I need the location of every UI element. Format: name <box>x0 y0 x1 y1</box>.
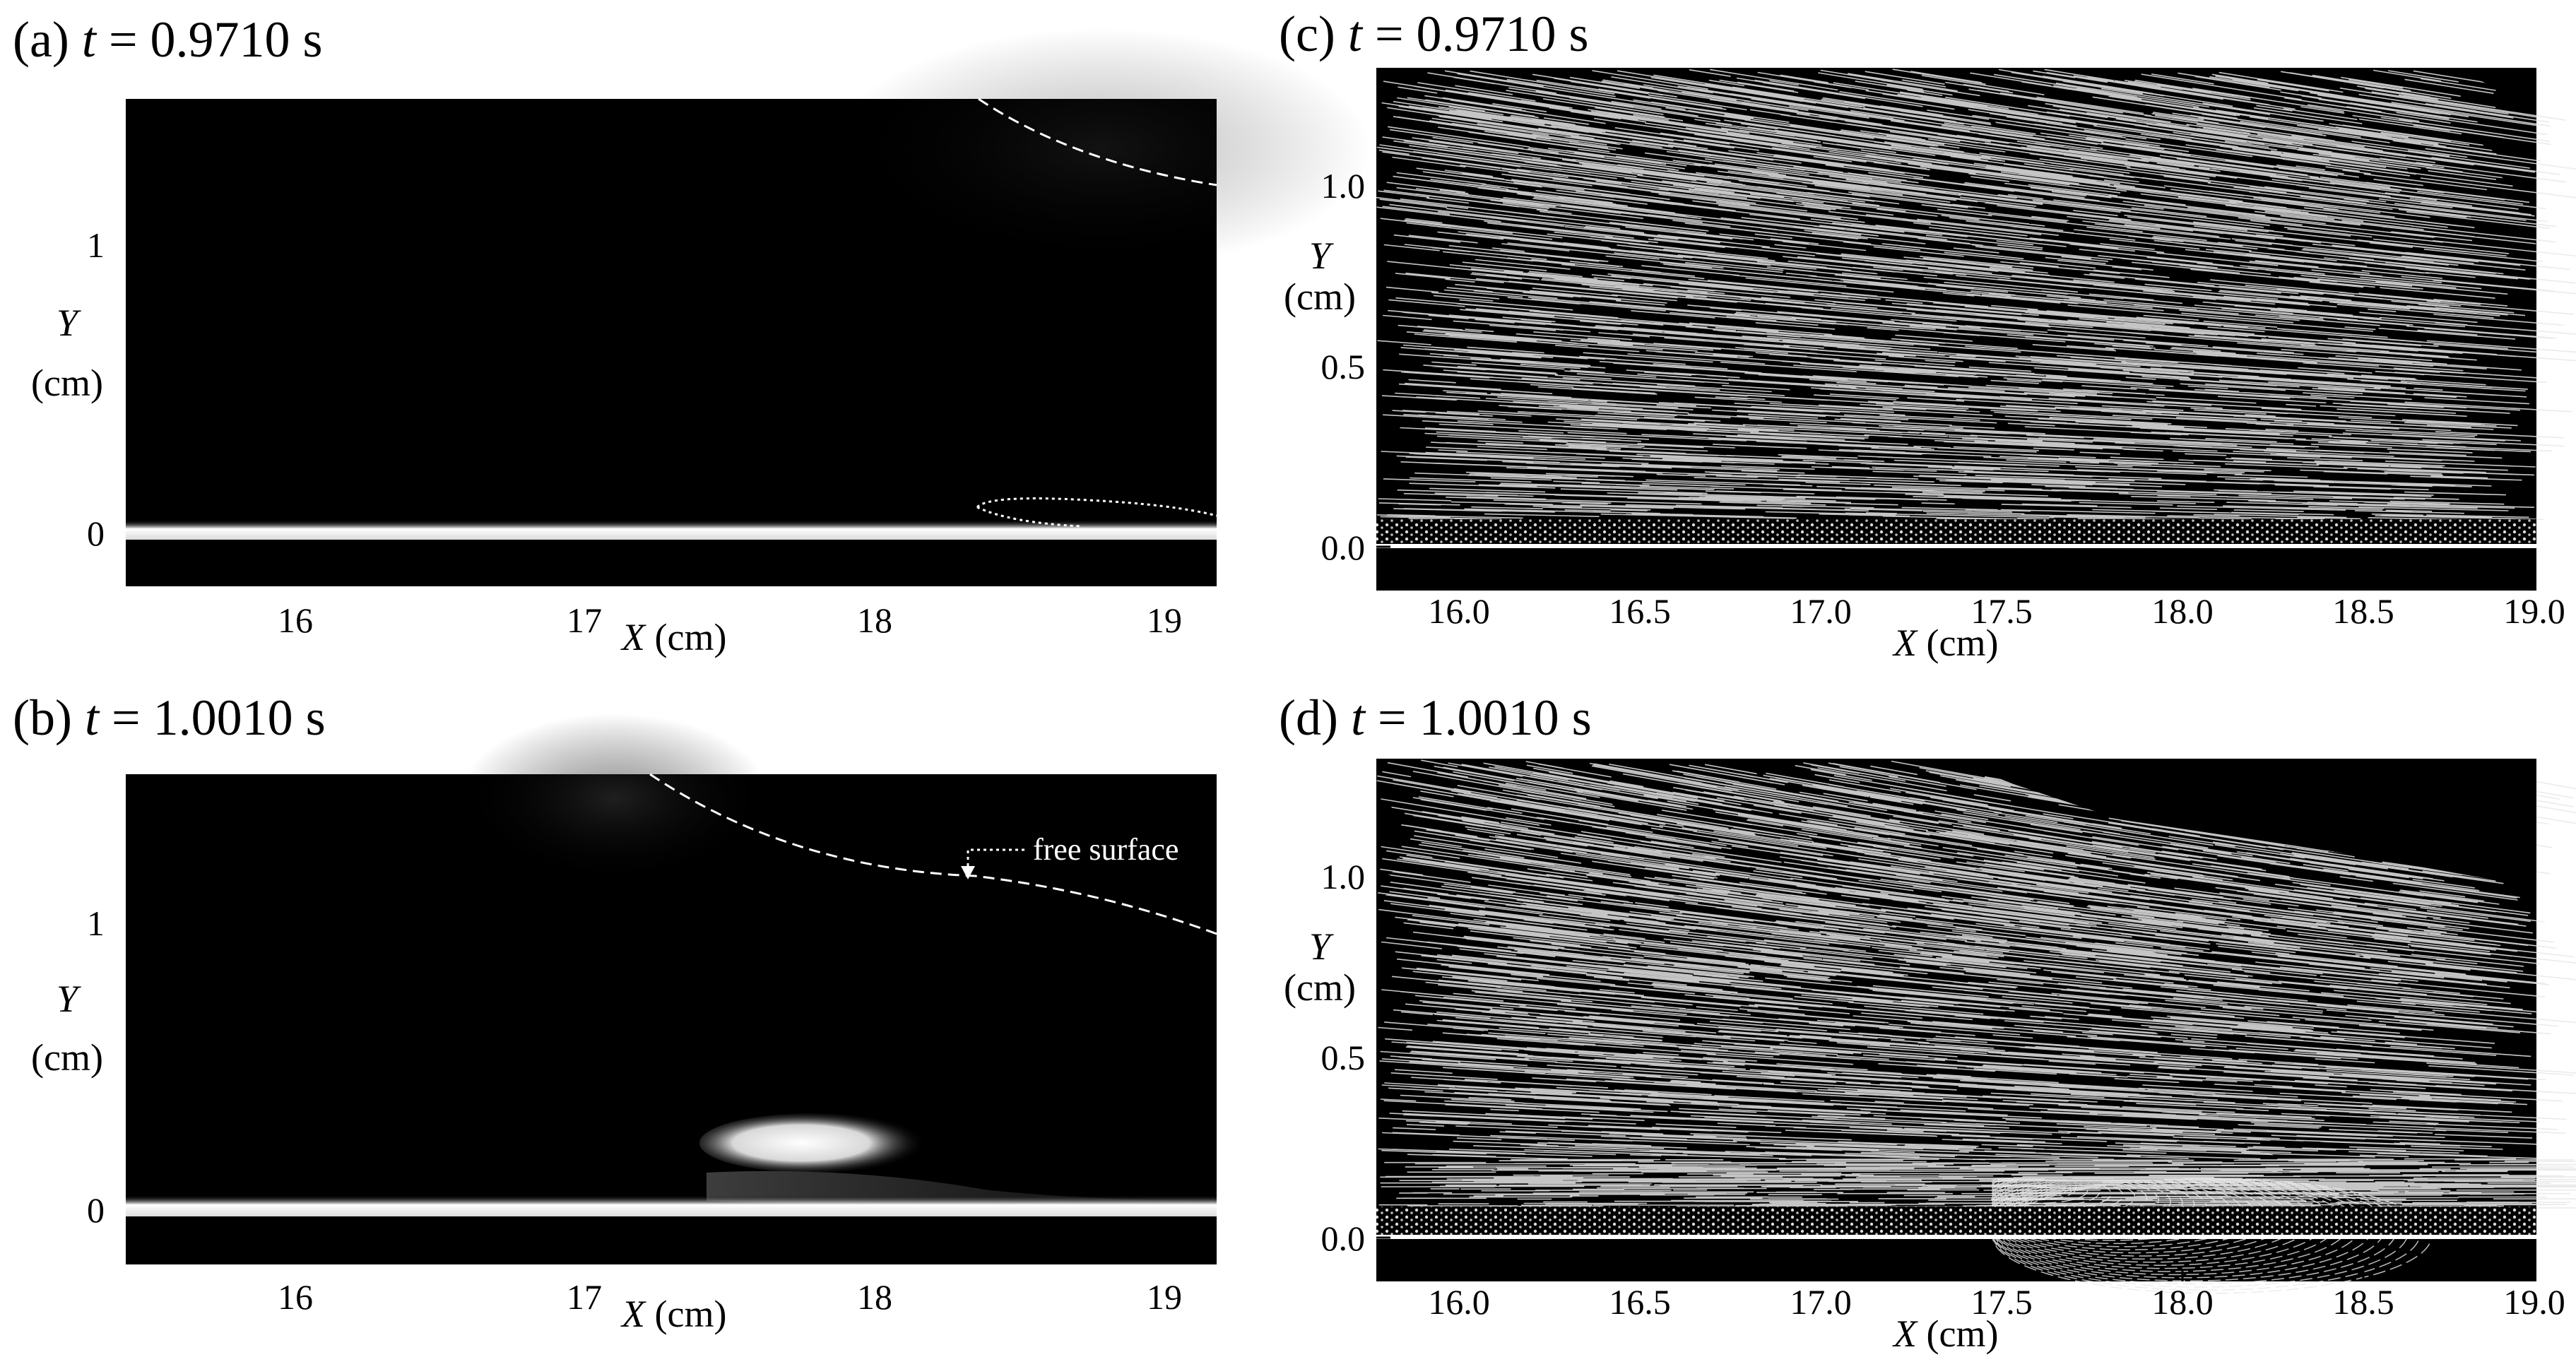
panel-a-y-tick-0: 0 <box>87 514 105 553</box>
panel-b-y-label-unit: (cm) <box>31 1036 103 1079</box>
panel-d-x-tick-5: 18.5 <box>2332 1282 2394 1322</box>
panel-b-vortex-dye <box>699 1113 926 1173</box>
panel-b-arrow-head <box>961 866 975 879</box>
panel-c-wall <box>1376 544 2536 548</box>
panel-c-x-label: X (cm) <box>1892 622 1998 664</box>
panel-a-x-label: X (cm) <box>620 616 726 658</box>
panel-b-x-tick-1: 17 <box>567 1277 602 1317</box>
panel-a-y-label-var: Y <box>57 302 81 344</box>
panel-a-x-tick-1: 17 <box>567 600 602 640</box>
panel-a-free-surface-line <box>978 97 1217 186</box>
panel-a-x-tick-3: 19 <box>1147 600 1182 640</box>
panel-d-title: (d) t = 1.0010 s <box>1279 689 1592 746</box>
panel-a-vortex-outline <box>976 497 1217 528</box>
panel-d-x-tick-4: 18.0 <box>2151 1282 2214 1322</box>
panel-c-y-tick-1: 0.5 <box>1321 347 1366 386</box>
panel-c-streaklines <box>1376 69 2576 525</box>
panel-d-streak-image: (d) t = 1.0010 s 0.0 0.5 1.0 16.0 16.5 1… <box>1279 689 2576 1355</box>
panel-b-title: (b) t = 1.0010 s <box>13 689 326 746</box>
panel-d-x-label: X (cm) <box>1892 1312 1998 1355</box>
panel-d-y-tick-1: 0.5 <box>1321 1038 1366 1077</box>
panel-a-y-tick-1: 1 <box>87 225 105 265</box>
panel-b-x-tick-0: 16 <box>278 1277 313 1317</box>
panel-d-streaklines <box>1376 759 2576 1161</box>
panel-b-x-label: X (cm) <box>620 1293 726 1335</box>
panel-a-x-tick-0: 16 <box>278 600 313 640</box>
panel-a-wall-glow <box>126 520 1217 540</box>
panel-a-title: (a) t = 0.9710 s <box>13 11 323 68</box>
panel-a-dye-image: (a) t = 0.9710 s 0 1 16 17 18 19 X (cm) … <box>13 11 1371 658</box>
panel-d-y-label-unit: (cm) <box>1284 966 1356 1009</box>
panel-a-x-tick-2: 18 <box>857 600 892 640</box>
panel-c-x-tick-1: 16.5 <box>1609 591 1671 631</box>
panel-d-x-tick-3: 17.5 <box>1971 1282 2033 1322</box>
panel-b-free-surface-line <box>649 773 1217 935</box>
panel-c-title: (c) t = 0.9710 s <box>1279 6 1589 62</box>
panel-a-y-label-unit: (cm) <box>31 362 103 404</box>
panel-c-x-tick-3: 17.5 <box>1971 591 2033 631</box>
panel-d-x-tick-2: 17.0 <box>1790 1282 1852 1322</box>
panel-b-x-tick-3: 19 <box>1147 1277 1182 1317</box>
panel-d-x-tick-6: 19.0 <box>2503 1282 2565 1322</box>
panel-c-y-tick-0: 0.0 <box>1321 528 1366 567</box>
panel-c-x-tick-6: 19.0 <box>2503 591 2565 631</box>
panel-c-y-label-var: Y <box>1309 235 1334 277</box>
panel-b-x-tick-2: 18 <box>857 1277 892 1317</box>
panel-c-x-tick-2: 17.0 <box>1790 591 1852 631</box>
panel-c-y-tick-2: 1.0 <box>1321 166 1366 206</box>
panel-b-y-label-var: Y <box>57 978 81 1020</box>
panel-d-wall <box>1376 1235 2536 1239</box>
panel-b-wall-glow <box>126 1195 1217 1216</box>
panel-d-y-label-var: Y <box>1309 925 1334 968</box>
panel-d-y-tick-2: 1.0 <box>1321 857 1366 896</box>
panel-b-dye-image: (b) t = 1.0010 s free surface 0 1 16 17 … <box>13 689 1217 1335</box>
panel-b-y-tick-1: 1 <box>87 903 105 943</box>
panel-b-y-tick-0: 0 <box>87 1190 105 1230</box>
panel-c-y-label-unit: (cm) <box>1284 275 1356 318</box>
panel-d-y-tick-0: 0.0 <box>1321 1219 1366 1258</box>
panel-b-annotation-free-surface: free surface <box>1033 832 1178 867</box>
panel-d-x-tick-0: 16.0 <box>1428 1282 1490 1322</box>
panel-c-x-tick-0: 16.0 <box>1428 591 1490 631</box>
panel-c-x-tick-5: 18.5 <box>2332 591 2394 631</box>
panel-c-x-tick-4: 18.0 <box>2151 591 2214 631</box>
panel-d-x-tick-1: 16.5 <box>1609 1282 1671 1322</box>
panel-c-streak-image: (c) t = 0.9710 s 0.0 0.5 1.0 16.0 16.5 1… <box>1279 6 2576 664</box>
